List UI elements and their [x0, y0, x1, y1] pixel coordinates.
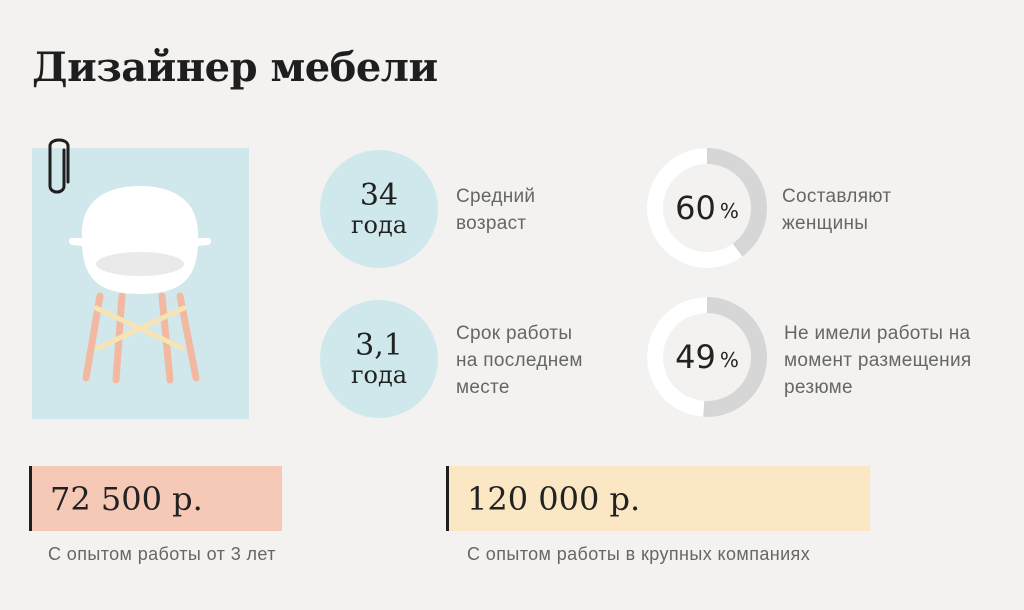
label-line: резюме [784, 377, 853, 398]
label-line: Составляют [782, 186, 892, 207]
women-share-donut: 60% [647, 148, 767, 268]
paperclip-icon [44, 136, 74, 205]
label-line: момент размещения [784, 350, 972, 371]
label-line: на последнем [456, 350, 583, 371]
label-line: Средний [456, 186, 536, 207]
average-age-label: Средний возраст [456, 183, 535, 237]
salary-amount: 120 000 р. [467, 479, 641, 518]
stat-number: 34 [359, 178, 399, 213]
page-title: Дизайнер мебели [32, 44, 438, 91]
label-line: месте [456, 377, 510, 398]
salary-note: С опытом работы от 3 лет [48, 544, 276, 564]
salary-box-experienced: 72 500 р. [29, 466, 282, 531]
chair-illustration [32, 148, 249, 419]
unemployed-share-donut: 49% [646, 297, 767, 417]
percent-symbol: % [719, 348, 739, 372]
tenure-label: Срок работы на последнем месте [456, 320, 583, 401]
label-line: женщины [782, 213, 869, 234]
stat-unit: года [350, 361, 408, 389]
label-line: Срок работы [456, 323, 573, 344]
label-line: возраст [456, 213, 527, 234]
label-line: Не имели работы на [784, 323, 971, 344]
stat-number: 3,1 [355, 328, 403, 363]
tenure-circle: 3,1 года [320, 300, 438, 418]
salary-amount: 72 500 р. [50, 479, 203, 518]
percent-symbol: % [719, 199, 739, 223]
unemployed-share-label: Не имели работы на момент размещения рез… [784, 320, 971, 401]
average-age-circle: 34 года [320, 150, 438, 268]
salary-note: С опытом работы в крупных компаниях [467, 544, 811, 564]
chair-icon [69, 186, 211, 384]
percent-value: 60 [675, 189, 716, 227]
percent-value: 49 [675, 338, 716, 376]
salary-box-large-companies: 120 000 р. [446, 466, 870, 531]
women-share-label: Составляют женщины [782, 183, 891, 237]
stat-unit: года [350, 211, 408, 239]
